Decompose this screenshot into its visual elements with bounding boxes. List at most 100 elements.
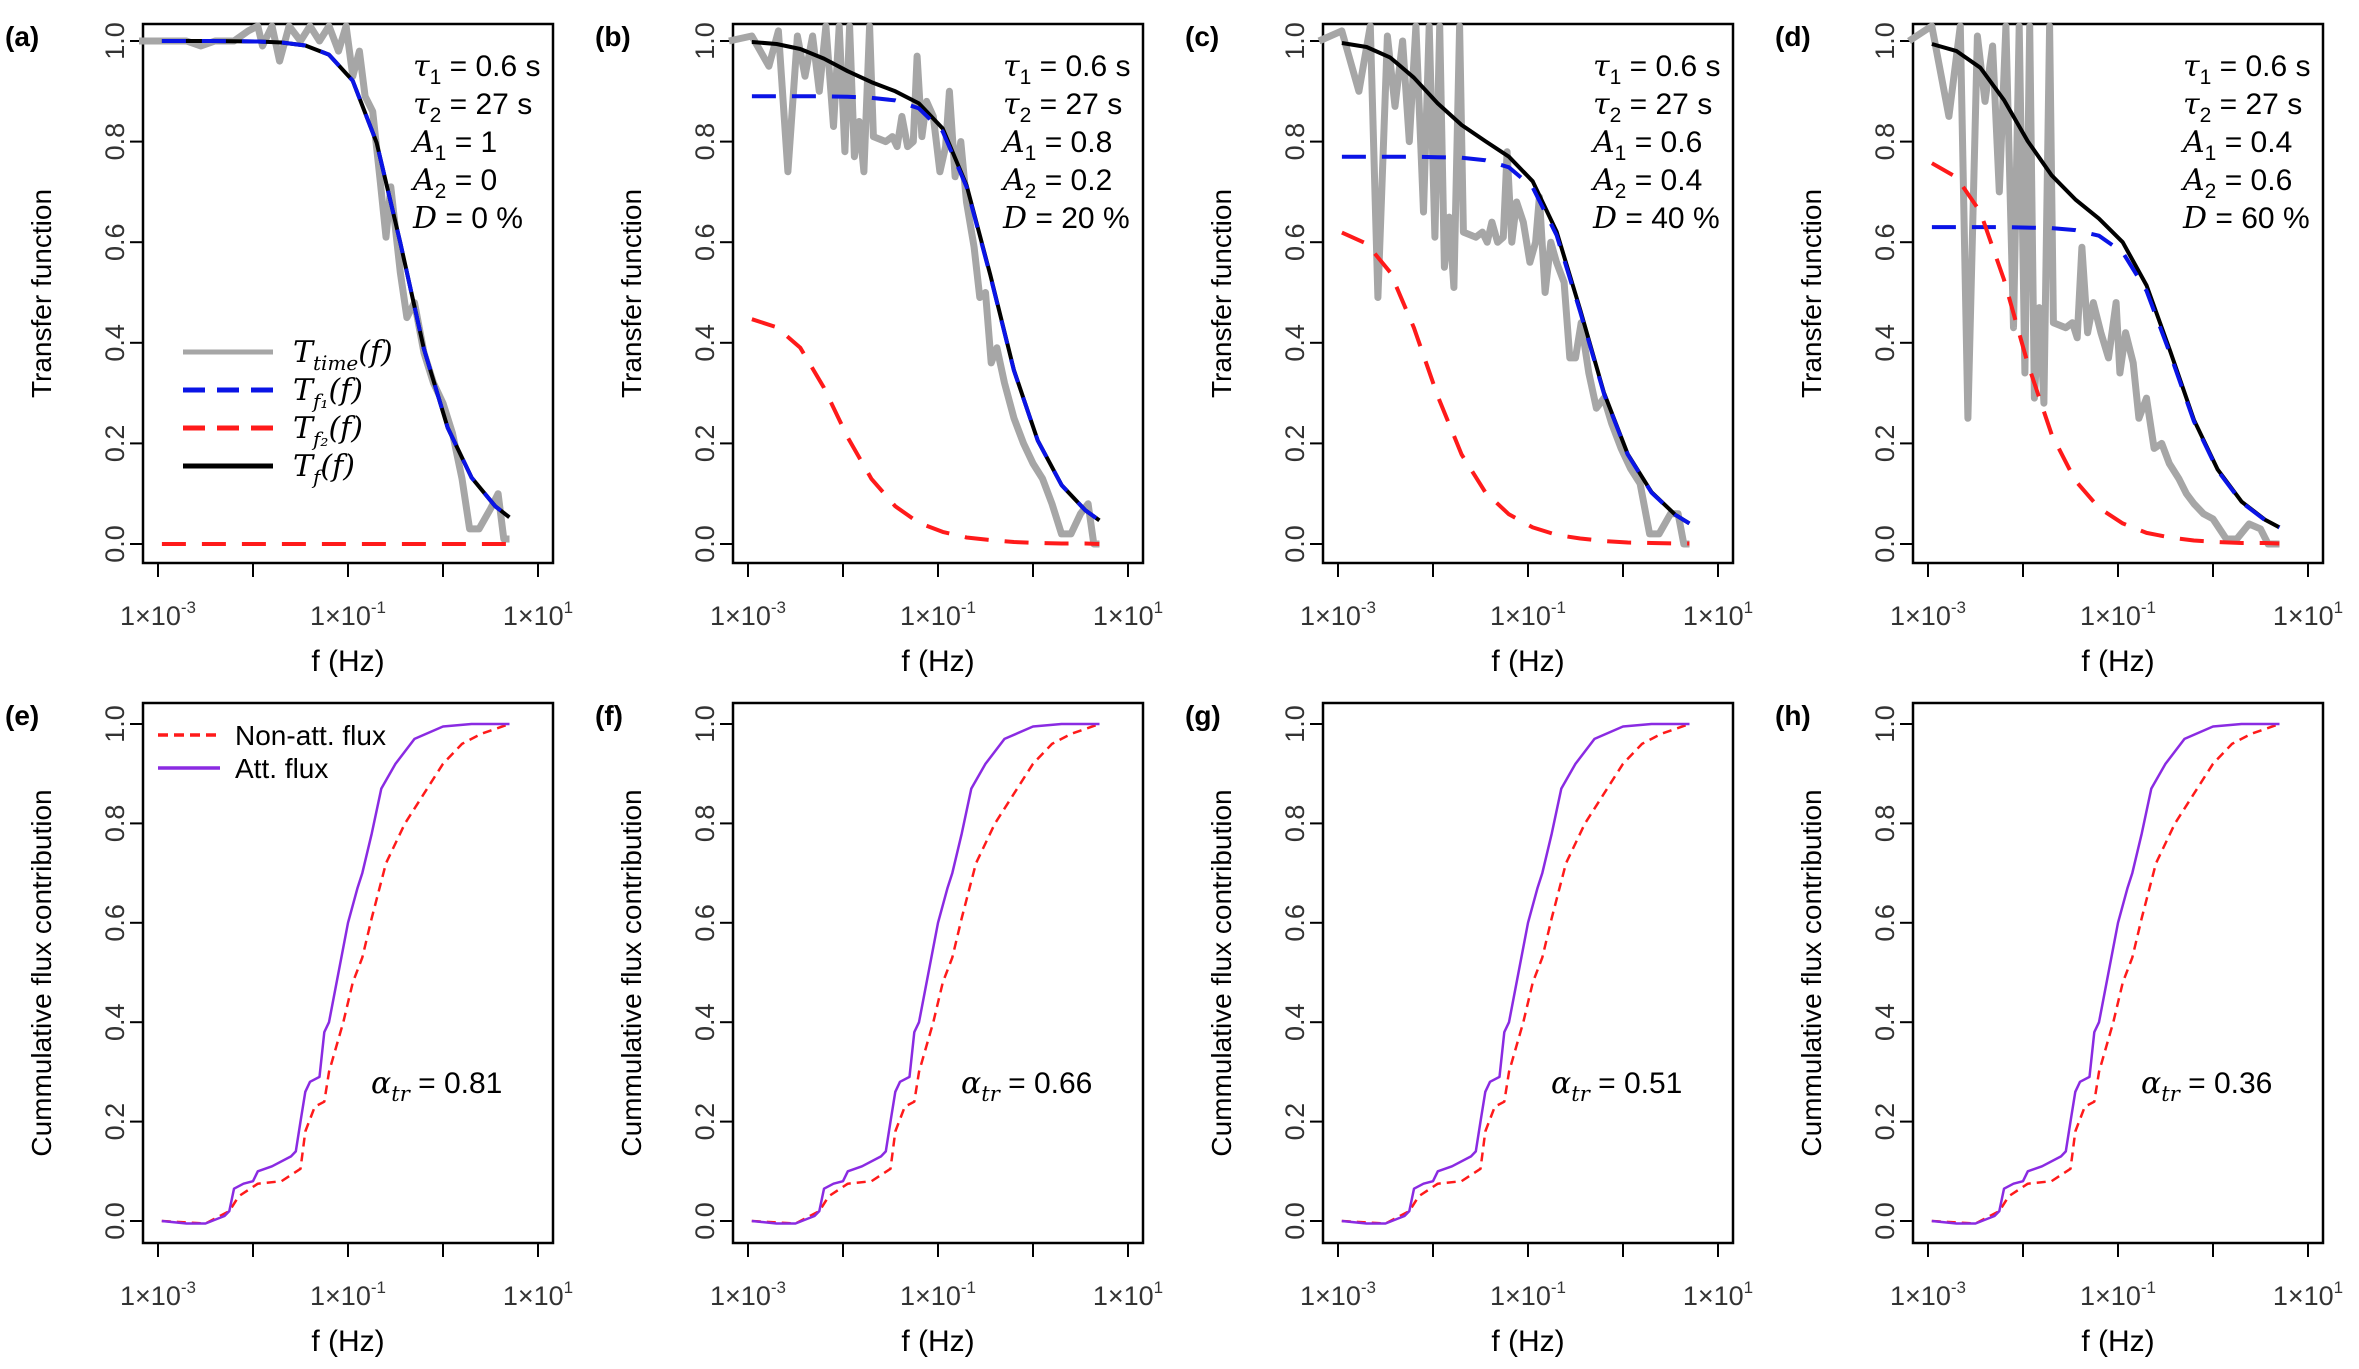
y-tick-label: 0.2 <box>1280 1103 1310 1141</box>
x-tick-label: 1×101 <box>1093 1278 1163 1311</box>
x-tick-label: 1×10-3 <box>120 1278 196 1311</box>
series-T-f <box>1341 41 1691 526</box>
series-att-flux <box>161 722 510 1225</box>
y-tick-label: 0.4 <box>690 324 720 362</box>
legend-label-f2: Tf₂(f) <box>293 411 363 451</box>
y-tick-label: 0.0 <box>100 1202 130 1240</box>
y-tick-label: 0.6 <box>1280 904 1310 942</box>
y-tick-label: 0.4 <box>690 1003 720 1041</box>
legend-label-f: Tf(f) <box>293 449 355 489</box>
x-tick-label: 1×101 <box>2273 598 2343 631</box>
y-tick-label: 1.0 <box>1870 22 1900 60</box>
y-tick-label: 0.0 <box>100 525 130 563</box>
x-tick-label: 1×101 <box>503 1278 573 1311</box>
y-tick-label: 0.4 <box>1280 1003 1310 1041</box>
alpha-annotation: αtr = 0.81 <box>371 1066 502 1106</box>
series-non-att-flux <box>751 722 1100 1225</box>
y-tick-label: 0.6 <box>100 904 130 942</box>
legend-label-att: Att. flux <box>235 753 328 784</box>
panel-label: (c) <box>1185 21 1219 52</box>
y-tick-label: 0.6 <box>690 904 720 942</box>
series-att-flux <box>1931 722 2280 1225</box>
annotation: D = 0 % <box>412 201 523 236</box>
legend-label-nonatt: Non-att. flux <box>235 720 386 751</box>
series-non-att-flux <box>1341 722 1690 1225</box>
alpha-annotation: αtr = 0.66 <box>961 1066 1092 1106</box>
x-axis-title: f (Hz) <box>901 1325 974 1358</box>
panel-label: (h) <box>1775 700 1811 731</box>
x-tick-label: 1×10-3 <box>710 1278 786 1311</box>
series-T-f1 <box>1341 154 1691 526</box>
y-tick-label: 0.0 <box>690 1202 720 1240</box>
annotation: τ1 = 0.6 s <box>413 49 541 89</box>
x-axis-title: f (Hz) <box>1491 1325 1564 1358</box>
annotation: A2 = 0 <box>410 163 497 203</box>
x-tick-label: 1×10-1 <box>1490 1278 1566 1311</box>
y-tick-label: 0.2 <box>690 425 720 463</box>
x-tick-label: 1×10-3 <box>1890 1278 1966 1311</box>
series-T-time <box>1317 22 1690 548</box>
panel-label: (a) <box>5 21 39 52</box>
alpha-annotation: αtr = 0.36 <box>2141 1066 2272 1106</box>
y-tick-label: 0.2 <box>1870 1103 1900 1141</box>
y-tick-label: 0.0 <box>1280 525 1310 563</box>
x-tick-label: 1×10-1 <box>2080 1278 2156 1311</box>
x-tick-label: 1×10-3 <box>1300 1278 1376 1311</box>
y-tick-label: 0.8 <box>1280 805 1310 843</box>
annotation: τ1 = 0.6 s <box>1003 49 1131 89</box>
y-tick-label: 0.6 <box>1870 223 1900 261</box>
panel-label: (g) <box>1185 700 1221 731</box>
y-tick-label: 0.2 <box>100 425 130 463</box>
annotation: τ2 = 27 s <box>1003 87 1122 127</box>
x-tick-label: 1×10-1 <box>310 1278 386 1311</box>
annotation: D = 60 % <box>2182 201 2310 236</box>
y-tick-label: 1.0 <box>100 705 130 743</box>
x-tick-label: 1×10-3 <box>710 598 786 631</box>
x-tick-label: 1×10-3 <box>120 598 196 631</box>
series-non-att-flux <box>161 722 510 1225</box>
annotation: D = 40 % <box>1592 201 1720 236</box>
annotation: A2 = 0.6 <box>2180 163 2292 203</box>
series-T-f2 <box>1341 230 1690 546</box>
annotation: A1 = 1 <box>410 125 497 165</box>
y-tick-label: 0.2 <box>100 1103 130 1141</box>
series-T-f2 <box>1930 161 2280 546</box>
alpha-annotation: αtr = 0.51 <box>1551 1066 1682 1106</box>
y-tick-label: 0.6 <box>690 223 720 261</box>
series-T-f1 <box>751 94 1101 523</box>
annotation: τ2 = 27 s <box>413 87 532 127</box>
y-tick-label: 0.6 <box>100 223 130 261</box>
y-axis-title: Transfer function <box>1206 189 1237 398</box>
y-tick-label: 0.2 <box>1280 425 1310 463</box>
y-axis-title: Transfer function <box>616 189 647 398</box>
y-tick-label: 1.0 <box>1280 705 1310 743</box>
plot-frame <box>731 701 1145 1245</box>
annotation: A1 = 0.6 <box>1590 125 1702 165</box>
y-tick-label: 0.8 <box>690 805 720 843</box>
x-tick-label: 1×10-1 <box>310 598 386 631</box>
x-tick-label: 1×101 <box>2273 1278 2343 1311</box>
x-tick-label: 1×101 <box>503 598 573 631</box>
y-tick-label: 0.0 <box>1870 1202 1900 1240</box>
x-tick-label: 1×10-1 <box>900 598 976 631</box>
x-tick-label: 1×10-1 <box>1490 598 1566 631</box>
x-axis-title: f (Hz) <box>2081 645 2154 678</box>
y-tick-label: 0.8 <box>100 123 130 161</box>
x-tick-label: 1×101 <box>1683 1278 1753 1311</box>
x-tick-label: 1×101 <box>1683 598 1753 631</box>
y-axis-title: Cummulative flux contribution <box>1796 789 1827 1156</box>
y-tick-label: 0.0 <box>1870 525 1900 563</box>
x-axis-title: f (Hz) <box>2081 1325 2154 1358</box>
annotation: A2 = 0.2 <box>1000 163 1112 203</box>
x-tick-label: 1×101 <box>1093 598 1163 631</box>
x-tick-label: 1×10-3 <box>1300 598 1376 631</box>
series-att-flux <box>751 722 1100 1225</box>
y-tick-label: 0.8 <box>690 123 720 161</box>
y-tick-label: 0.0 <box>690 525 720 563</box>
y-tick-label: 0.6 <box>1870 904 1900 942</box>
panel-label: (d) <box>1775 21 1811 52</box>
panel-label: (e) <box>5 700 39 731</box>
x-tick-label: 1×10-1 <box>2080 598 2156 631</box>
series-T-f1 <box>161 39 511 519</box>
annotation: A2 = 0.4 <box>1590 163 1702 203</box>
